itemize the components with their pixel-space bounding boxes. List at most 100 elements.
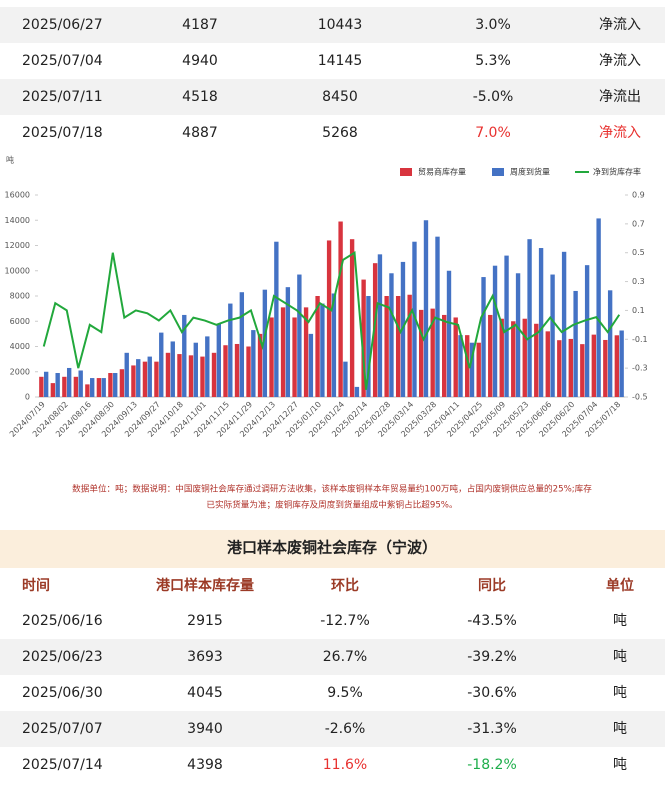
y2-tick-label: 0.5: [632, 248, 645, 257]
bar: [492, 265, 498, 397]
bar: [458, 335, 463, 397]
bar: [269, 317, 274, 397]
bar: [234, 343, 240, 397]
cell: 吨: [613, 685, 627, 701]
cell: 10443: [318, 17, 363, 33]
bar: [476, 342, 481, 397]
title-band: [0, 530, 665, 568]
y-tick-label: 16000: [5, 191, 30, 200]
y2-tick-label: 0.9: [632, 191, 645, 200]
bar: [389, 273, 394, 397]
cell: 3940: [187, 721, 223, 737]
bar: [159, 332, 164, 397]
y-tick-label: 12000: [5, 241, 30, 250]
y-tick-label: 4000: [10, 342, 30, 351]
bar: [331, 293, 337, 397]
cell: -2.6%: [325, 721, 366, 737]
cell: 4187: [182, 17, 218, 33]
bar: [257, 333, 263, 397]
y2-tick-label: -0.1: [632, 335, 648, 344]
bar: [43, 371, 49, 397]
bar: [297, 274, 302, 397]
bar: [182, 314, 187, 397]
bar: [73, 376, 79, 397]
bar: [614, 335, 620, 397]
bar: [136, 359, 141, 397]
bar: [538, 248, 544, 397]
bar: [534, 323, 539, 397]
bar: [205, 336, 210, 397]
bar: [430, 308, 435, 397]
cell: 2025/07/04: [22, 53, 103, 69]
y-tick-label: 10000: [5, 266, 30, 275]
bar: [62, 376, 67, 397]
legend-label: 净到货库存率: [593, 167, 641, 177]
y-tick-label: 14000: [5, 216, 30, 225]
y2-tick-label: -0.3: [632, 364, 648, 373]
cell: 2915: [187, 613, 223, 629]
cell: 吨: [613, 721, 627, 737]
y2-tick-label: 0.3: [632, 277, 645, 286]
legend-swatch: [492, 168, 504, 176]
cell: 净流入: [599, 17, 641, 33]
bar: [239, 292, 245, 397]
bar: [573, 290, 578, 397]
bar: [453, 317, 458, 397]
bar: [251, 330, 256, 397]
y-tick-label: 2000: [10, 367, 30, 376]
bar: [527, 239, 532, 397]
cell: -39.2%: [467, 649, 517, 665]
header-cell: 环比: [331, 577, 359, 594]
bar: [442, 314, 447, 397]
bar: [101, 378, 106, 397]
bar: [423, 220, 429, 397]
cell: 14145: [318, 53, 363, 69]
cell: 2025/07/18: [22, 125, 103, 141]
cell: 11.6%: [323, 757, 367, 773]
cell: 吨: [613, 757, 627, 773]
bar: [607, 290, 613, 397]
bar: [142, 361, 148, 397]
bar: [66, 367, 72, 397]
row-bg: [0, 7, 665, 43]
row-bg: [0, 711, 665, 747]
cell: 2025/07/14: [22, 757, 103, 773]
bar: [407, 294, 412, 397]
header-cell: 同比: [478, 577, 506, 594]
bar: [469, 342, 475, 397]
cell: 7.0%: [475, 125, 511, 141]
bar: [511, 321, 516, 397]
bar: [280, 307, 286, 397]
header-cell: 时间: [22, 577, 50, 594]
bar: [246, 346, 251, 397]
bar: [165, 352, 171, 397]
bar: [303, 307, 309, 397]
cell: 净流出: [599, 89, 641, 105]
bar: [39, 376, 44, 397]
note: 已实际货量为准；废铜库存及周度到货量组成中紫铜占比超95%。: [206, 499, 457, 511]
bar: [78, 370, 83, 397]
cell: -30.6%: [467, 685, 517, 701]
bar: [90, 378, 95, 397]
bar: [361, 279, 366, 397]
bar: [435, 236, 440, 397]
cell: 8450: [322, 89, 358, 105]
bar: [446, 270, 452, 397]
bar: [338, 221, 343, 397]
y2-tick-label: 0.7: [632, 219, 645, 228]
cell: -18.2%: [467, 757, 517, 773]
bar: [96, 378, 102, 397]
bar: [584, 265, 590, 397]
bar: [147, 356, 152, 397]
bar: [550, 274, 555, 397]
header-cell: 单位: [606, 577, 634, 594]
y-unit: 吨: [6, 155, 14, 165]
cell: 2025/06/30: [22, 685, 103, 701]
row-bg: [0, 79, 665, 115]
cell: 26.7%: [323, 649, 367, 665]
line: [42, 250, 621, 390]
bar: [108, 373, 113, 397]
bar: [596, 218, 601, 397]
bar: [85, 384, 90, 397]
